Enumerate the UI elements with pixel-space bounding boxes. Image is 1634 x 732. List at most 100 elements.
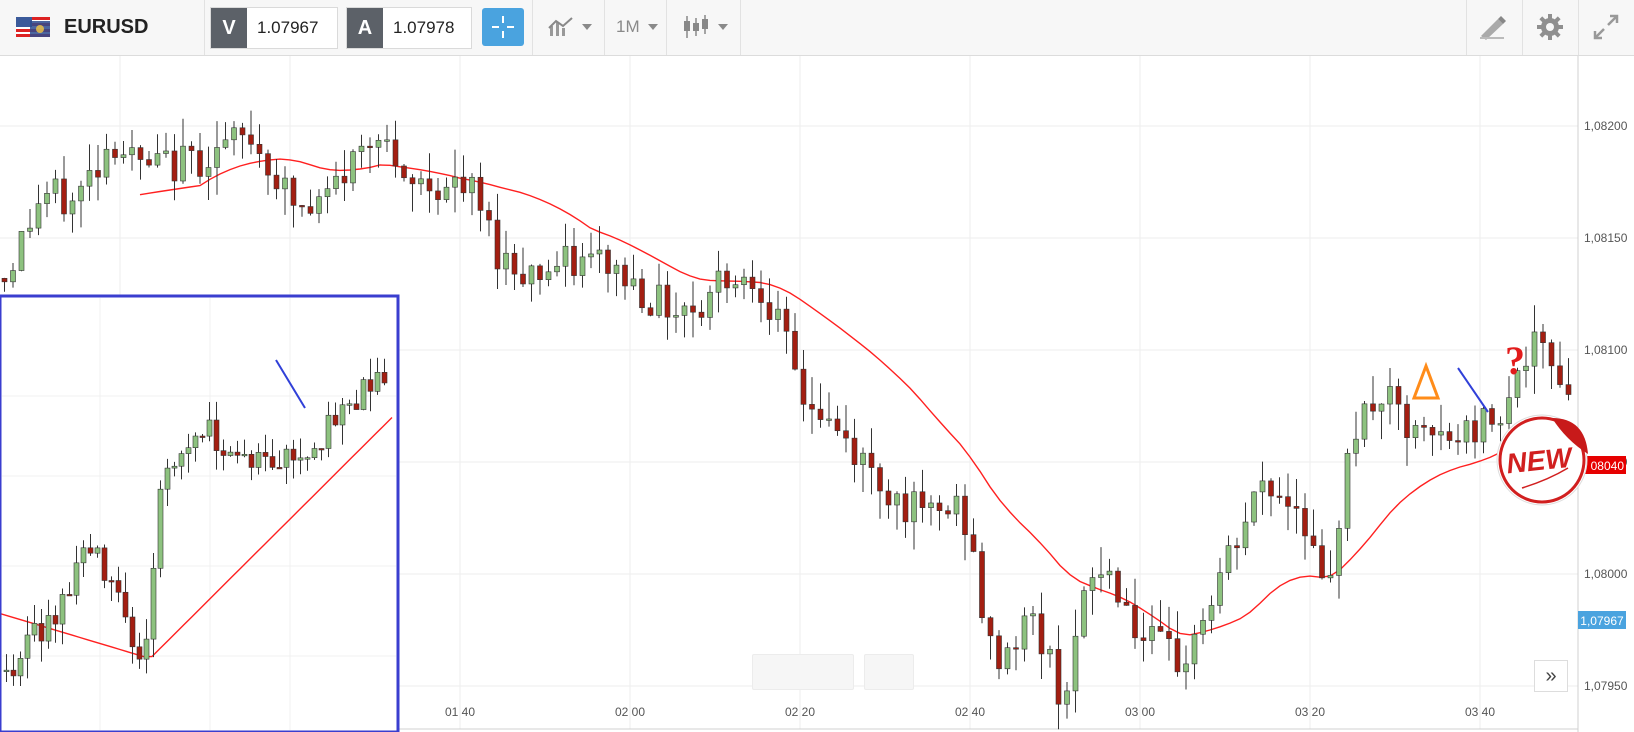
candle <box>332 414 339 426</box>
candle <box>115 580 122 593</box>
indicators-dropdown[interactable] <box>548 12 592 42</box>
candle <box>1285 496 1291 507</box>
candle <box>87 547 94 554</box>
scroll-right-icon: » <box>1545 664 1557 687</box>
bid-price-button[interactable]: V 1.07967 <box>210 7 338 49</box>
candle <box>1242 521 1249 549</box>
crosshair-button[interactable] <box>482 8 524 46</box>
candle <box>1480 408 1487 443</box>
candle <box>325 414 332 449</box>
candle <box>418 178 424 185</box>
candle <box>1276 495 1283 498</box>
candle <box>299 205 305 208</box>
candle <box>996 635 1002 670</box>
candle <box>953 495 960 515</box>
candle <box>333 175 339 189</box>
candle <box>136 646 143 660</box>
trend-line-drawing[interactable] <box>1457 367 1489 413</box>
time-tick-label: 02 00 <box>615 705 645 719</box>
candle <box>1149 626 1155 641</box>
candle <box>1302 508 1308 537</box>
candle <box>1038 613 1045 655</box>
candle <box>860 452 866 465</box>
bid-value: 1.07967 <box>257 18 319 37</box>
candle <box>1378 403 1385 412</box>
candle <box>256 144 263 154</box>
fullscreen-button[interactable] <box>1592 12 1620 42</box>
timeframe-dropdown[interactable]: 1M <box>616 12 658 42</box>
candle <box>3 669 10 672</box>
candle <box>1098 574 1104 578</box>
candle <box>1310 535 1317 546</box>
chart-type-dropdown[interactable] <box>682 12 728 42</box>
toolbar-divider <box>740 0 741 55</box>
candle <box>1106 570 1113 576</box>
question-mark-annotation: ? <box>1505 338 1525 383</box>
candle <box>1191 633 1198 665</box>
candle <box>673 315 679 318</box>
candle <box>94 547 101 554</box>
candle <box>353 403 360 410</box>
candle <box>318 448 325 451</box>
candle <box>1412 425 1419 438</box>
current-price-tag: 1,07967 <box>1578 611 1626 629</box>
candle <box>52 178 59 194</box>
inset-grid <box>2 298 396 730</box>
candle <box>31 623 38 636</box>
time-tick-label: 02 40 <box>955 705 985 719</box>
candle <box>10 669 17 677</box>
candle <box>112 148 118 158</box>
candle <box>214 147 220 168</box>
candle <box>749 276 756 289</box>
settings-button[interactable] <box>1536 12 1564 42</box>
candle <box>724 270 730 289</box>
symbol-selector[interactable]: EURUSD <box>16 14 148 40</box>
candle <box>1463 420 1470 443</box>
price-chart[interactable]: 1,082001,081501,081001,080501,080001,079… <box>0 56 1634 732</box>
candle <box>206 419 213 437</box>
inset-frame <box>0 294 400 732</box>
candle <box>1055 649 1062 705</box>
candle <box>409 177 416 185</box>
candle <box>596 249 603 255</box>
candle <box>503 252 509 270</box>
candle <box>143 638 150 660</box>
candle <box>360 379 367 410</box>
candle <box>1446 431 1453 441</box>
candle <box>35 203 42 229</box>
toolbar-divider <box>1522 0 1523 55</box>
candle <box>758 288 764 303</box>
crosshair-icon <box>492 16 514 38</box>
candle <box>1370 403 1376 412</box>
candle <box>698 311 705 318</box>
candle <box>435 190 441 200</box>
scroll-right-button[interactable]: » <box>1534 660 1568 692</box>
chart-toolbar: EURUSD V 1.07967 A 1.07978 1M <box>0 0 1634 56</box>
price-tick-label: 1,08000 <box>1584 567 1628 581</box>
current-price-label: 1,07967 <box>1580 614 1624 628</box>
candle <box>290 448 297 461</box>
candle <box>392 139 399 167</box>
price-axis: 1,082001,081501,081001,080501,080001,079… <box>1584 119 1628 693</box>
candle <box>1319 545 1325 579</box>
candle <box>311 448 318 459</box>
candle <box>180 145 186 182</box>
candle <box>381 372 388 384</box>
candle <box>1140 637 1147 641</box>
candle <box>486 210 492 221</box>
draw-button[interactable] <box>1478 12 1506 42</box>
candle <box>1081 590 1087 637</box>
candle <box>843 430 849 439</box>
time-tick-label: 01 40 <box>445 705 475 719</box>
candle <box>528 265 535 285</box>
price-tick-label: 1,07950 <box>1584 679 1628 693</box>
candle <box>1064 690 1070 705</box>
zoom-inset[interactable] <box>0 294 400 732</box>
ask-price-button[interactable]: A 1.07978 <box>346 7 472 49</box>
candle <box>817 408 824 420</box>
candle <box>477 176 484 211</box>
candle <box>150 567 157 640</box>
candle <box>979 551 985 618</box>
candle <box>1013 647 1019 650</box>
candle <box>103 148 110 178</box>
